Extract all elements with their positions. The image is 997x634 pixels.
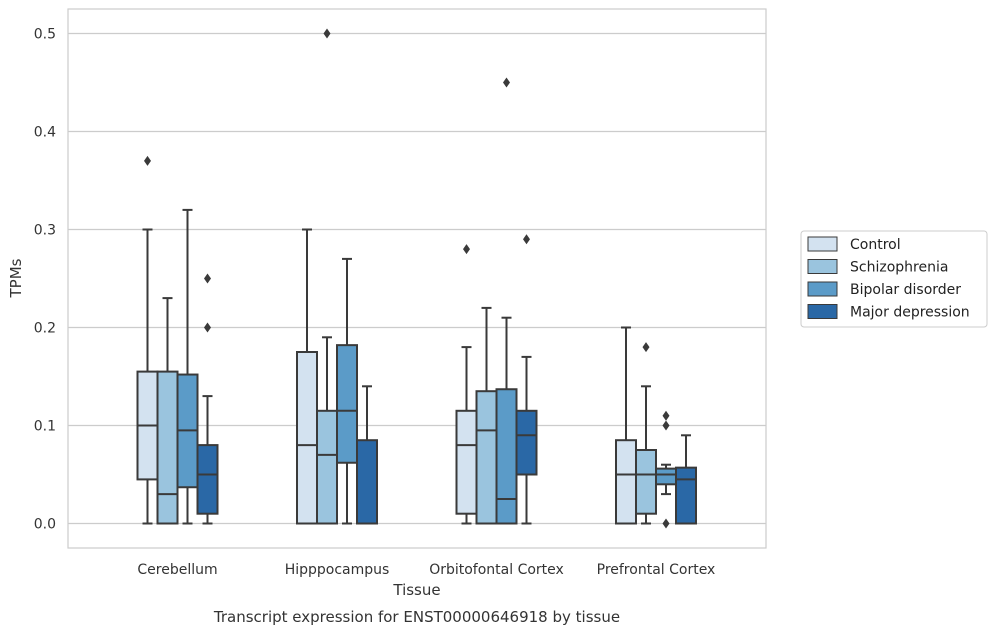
legend-swatch [807,259,838,274]
chart-caption: Transcript expression for ENST0000064691… [213,608,620,626]
legend: Control Schizophrenia Bipolar disorder Majo… [800,230,988,328]
box-iqr [495,388,518,525]
y-tick-label: 0.3 [34,223,56,239]
legend-label: Control [850,237,901,253]
box-iqr [336,344,358,464]
box-plot [356,385,378,525]
outlier-point [463,244,470,255]
outlier-point [523,234,530,245]
box-iqr [655,467,677,486]
box-iqr [455,409,478,515]
box-plot [136,155,159,525]
y-axis-label: TPMs [7,258,25,298]
x-tick-label: Prefrontal Cortex [597,562,716,578]
box-groups [136,28,697,529]
box-plot [615,326,637,525]
outlier-point [503,77,510,88]
y-tick-label: 0.1 [34,419,56,435]
x-tick-label: Orbitofontal Cortex [429,562,564,578]
legend-swatch [807,281,838,297]
outlier-point [662,410,670,421]
y-tick-label: 0.2 [34,321,56,337]
outlier-point [662,420,670,431]
box-plot [316,28,338,525]
box-iqr [615,439,637,525]
box-iqr [356,439,378,525]
x-tick-labels: Cerebellum Hipppocampus Orbitofontal Corte… [137,562,715,578]
box-plot [675,434,697,525]
box-plot [196,273,219,525]
box-iqr [675,466,697,525]
plot-frame [67,8,767,549]
y-tick-label: 0.5 [34,27,56,43]
box-iqr [635,449,657,515]
box-iqr [296,351,318,525]
x-axis-label: Tissue [392,581,440,599]
x-tick-label: Cerebellum [137,562,217,578]
y-tick-labels: 0.0 0.1 0.2 0.3 0.4 0.5 [34,27,56,533]
box-plot [336,257,358,525]
y-tick-label: 0.4 [34,125,56,141]
legend-label: Major depression [850,305,970,321]
box-plot [655,410,677,529]
outlier-point [662,518,670,529]
outlier-point [642,342,650,353]
x-tick-label: Hipppocampus [285,562,390,578]
outlier-point [204,322,211,333]
legend-swatch [807,304,838,319]
box-plot [515,234,538,525]
legend-swatch [807,236,838,252]
y-tick-label: 0.0 [34,517,56,533]
legend-frame [800,230,988,328]
box-iqr [316,409,338,525]
box-iqr [515,409,538,476]
box-plot [176,208,199,525]
outlier-point [144,155,151,166]
legend-label: Bipolar disorder [850,282,961,298]
box-iqr [156,370,179,525]
outlier-point [204,273,211,284]
box-iqr [196,444,219,515]
box-plot [455,244,478,525]
box-iqr [475,390,498,525]
outlier-point [323,28,331,39]
legend-label: Schizophrenia [850,260,948,276]
